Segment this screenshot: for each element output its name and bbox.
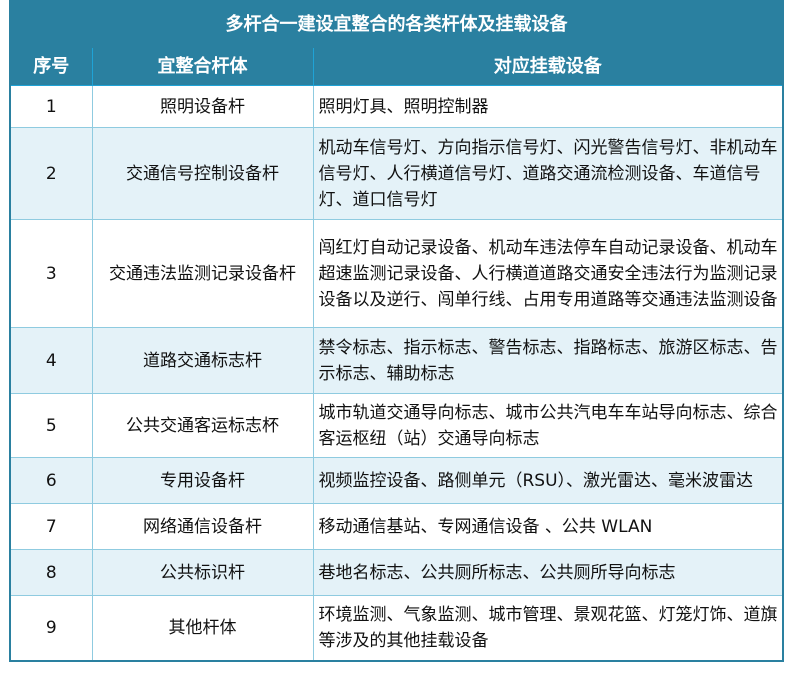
table-body: 1 照明设备杆 照明灯具、照明控制器 2 交通信号控制设备杆 机动车信号灯、方向指示信号灯…	[9, 85, 784, 661]
row-devices: 城市轨道交通导向标志、城市公共汽电车车站导向标志、综合客运枢纽（站）交通导向标志	[312, 393, 784, 458]
row-pole-type: 照明设备杆	[91, 85, 314, 128]
header-pole: 宜整合杆体	[91, 47, 314, 86]
row-pole-type: 专用设备杆	[91, 457, 314, 504]
row-number: 2	[9, 127, 93, 220]
table-row: 6 专用设备杆 视频监控设备、路侧单元（RSU）、激光雷达、毫米波雷达	[9, 457, 784, 504]
row-devices: 机动车信号灯、方向指示信号灯、闪光警告信号灯、非机动车信号灯、人行横道信号灯、道…	[312, 127, 784, 220]
row-number: 6	[9, 457, 93, 504]
table-row: 7 网络通信设备杆 移动通信基站、专网通信设备 、公共 WLAN	[9, 503, 784, 550]
row-number: 3	[9, 219, 93, 328]
row-devices: 移动通信基站、专网通信设备 、公共 WLAN	[312, 503, 784, 550]
row-devices: 巷地名标志、公共厕所标志、公共厕所导向标志	[312, 549, 784, 596]
title-row: 多杆合一建设宜整合的各类杆体及挂载设备	[9, 0, 784, 48]
table-row: 4 道路交通标志杆 禁令标志、指示标志、警告标志、指路标志、旅游区标志、告示标志、辅…	[9, 327, 784, 394]
table-row: 3 交通违法监测记录设备杆 闯红灯自动记录设备、机动车违法停车自动记录设备、机动车超…	[9, 219, 784, 328]
row-pole-type: 其他杆体	[91, 595, 314, 661]
row-devices: 视频监控设备、路侧单元（RSU）、激光雷达、毫米波雷达	[312, 457, 784, 504]
header-row: 序号 宜整合杆体 对应挂载设备	[9, 47, 784, 86]
pole-equipment-table: 多杆合一建设宜整合的各类杆体及挂载设备 序号 宜整合杆体 对应挂载设备 1 照明设…	[9, 0, 785, 662]
table-row: 8 公共标识杆 巷地名标志、公共厕所标志、公共厕所导向标志	[9, 549, 784, 596]
row-devices: 环境监测、气象监测、城市管理、景观花篮、灯笼灯饰、道旗等涉及的其他挂载设备	[312, 595, 784, 661]
row-number: 1	[9, 85, 93, 128]
row-devices: 照明灯具、照明控制器	[312, 85, 784, 128]
header-devices: 对应挂载设备	[312, 47, 784, 86]
row-number: 9	[9, 595, 93, 661]
row-pole-type: 道路交通标志杆	[91, 327, 314, 394]
table-row: 5 公共交通客运标志杯 城市轨道交通导向标志、城市公共汽电车车站导向标志、综合客运枢…	[9, 393, 784, 458]
row-pole-type: 网络通信设备杆	[91, 503, 314, 550]
header-number: 序号	[9, 47, 93, 86]
table-row: 1 照明设备杆 照明灯具、照明控制器	[9, 85, 784, 128]
row-pole-type: 公共交通客运标志杯	[91, 393, 314, 458]
row-pole-type: 交通信号控制设备杆	[91, 127, 314, 220]
row-number: 4	[9, 327, 93, 394]
row-number: 5	[9, 393, 93, 458]
row-devices: 闯红灯自动记录设备、机动车违法停车自动记录设备、机动车超速监测记录设备、人行横道…	[312, 219, 784, 328]
row-number: 7	[9, 503, 93, 550]
row-pole-type: 公共标识杆	[91, 549, 314, 596]
row-pole-type: 交通违法监测记录设备杆	[91, 219, 314, 328]
table-row: 2 交通信号控制设备杆 机动车信号灯、方向指示信号灯、闪光警告信号灯、非机动车信号灯…	[9, 127, 784, 220]
table-row: 9 其他杆体 环境监测、气象监测、城市管理、景观花篮、灯笼灯饰、道旗等涉及的其他挂载…	[9, 595, 784, 661]
row-number: 8	[9, 549, 93, 596]
table-title: 多杆合一建设宜整合的各类杆体及挂载设备	[9, 0, 784, 48]
row-devices: 禁令标志、指示标志、警告标志、指路标志、旅游区标志、告示标志、辅助标志	[312, 327, 784, 394]
